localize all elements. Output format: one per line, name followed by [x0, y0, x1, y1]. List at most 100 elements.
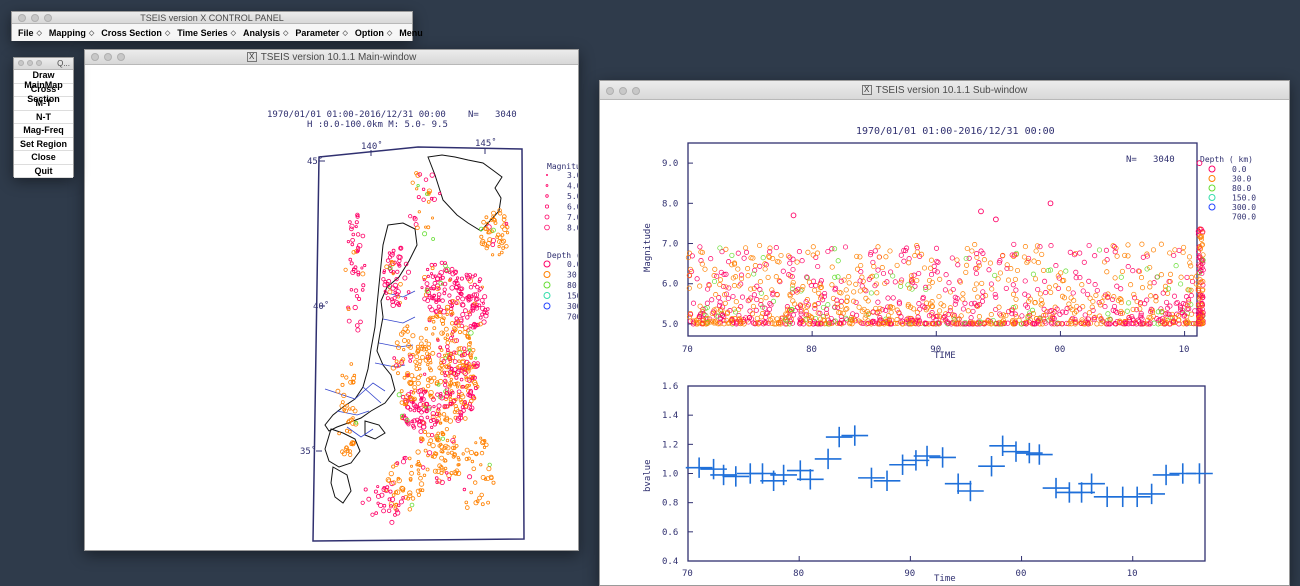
sub-depth-legend-label: 700.0 [1232, 213, 1256, 222]
mt-event-marker [767, 317, 773, 323]
epicenter-marker [404, 394, 410, 400]
epicenter-marker [448, 359, 452, 363]
menu-file[interactable]: File ◇ [16, 28, 47, 38]
epicenter-marker [408, 345, 413, 350]
epicenter-marker [385, 258, 391, 263]
side-panel-titlebar[interactable]: Q... [14, 58, 73, 70]
epicenter-marker [403, 495, 409, 500]
mt-event-marker [726, 285, 732, 291]
control-panel-titlebar[interactable]: TSEIS version X CONTROL PANEL [12, 12, 412, 24]
epicenter-marker [349, 226, 354, 232]
close-dot-icon[interactable] [18, 60, 24, 66]
epicenter-marker [356, 272, 360, 277]
mt-event-marker [863, 312, 869, 318]
minimize-dot-icon[interactable] [31, 14, 39, 22]
zoom-dot-icon[interactable] [117, 53, 125, 61]
set-region-button[interactable]: Set Region [14, 137, 73, 151]
mt-event-marker [914, 277, 920, 284]
mt-event-marker [816, 290, 822, 296]
epicenter-marker [467, 312, 472, 317]
mt-y-tick-label: 9.0 [662, 159, 678, 169]
menu-option[interactable]: Option ◇ [353, 28, 397, 38]
mt-event-marker [1008, 266, 1014, 272]
close-button[interactable]: Close [14, 151, 73, 165]
epicenter-marker [403, 261, 409, 267]
epicenter-marker [421, 197, 426, 202]
close-dot-icon[interactable] [18, 14, 26, 22]
epicenter-marker [343, 408, 349, 414]
epicenter-marker [357, 296, 362, 301]
mt-event-marker [790, 256, 796, 262]
mt-event-marker [711, 320, 717, 326]
mt-event-marker [711, 278, 718, 285]
epicenter-marker [423, 448, 428, 453]
mt-y-tick-label: 8.0 [662, 199, 678, 209]
epicenter-marker [415, 187, 419, 191]
menu-mapping[interactable]: Mapping ◇ [47, 28, 99, 38]
menu-cross-section[interactable]: Cross Section ◇ [99, 28, 175, 38]
mt-event-marker [928, 257, 935, 263]
epicenter-marker [370, 512, 375, 517]
epicenter-marker [448, 309, 454, 315]
minimize-dot-icon[interactable] [104, 53, 112, 61]
menu-analysis[interactable]: Analysis ◇ [241, 28, 293, 38]
epicenter-marker [376, 501, 380, 505]
mt-event-marker [752, 267, 758, 273]
mt-event-marker [1014, 267, 1021, 274]
epicenter-marker [497, 208, 502, 213]
cross-section-button[interactable]: Cross Section [14, 83, 73, 104]
epicenter-marker [454, 279, 459, 284]
menu-menu[interactable]: Menu [397, 28, 425, 38]
x11-icon: X [861, 85, 872, 96]
menu-time-series[interactable]: Time Series ◇ [175, 28, 241, 38]
epicenter-marker [473, 322, 479, 328]
mt-event-marker [877, 321, 883, 327]
mt-event-marker [770, 256, 776, 262]
chevron-updown-icon: ◇ [386, 29, 393, 37]
zoom-dot-icon[interactable] [632, 87, 640, 95]
epicenter-marker [454, 301, 458, 305]
zoom-dot-icon[interactable] [44, 14, 52, 22]
epicenter-marker [448, 351, 453, 356]
mt-event-marker [929, 321, 935, 327]
mt-event-marker [898, 279, 904, 285]
epicenter-marker [470, 305, 476, 311]
epicenter-marker [346, 318, 352, 324]
minimize-dot-icon[interactable] [619, 87, 627, 95]
mt-event-marker [717, 245, 723, 251]
draw-mainmap-button[interactable]: Draw MainMap [14, 70, 73, 90]
zoom-dot-icon[interactable] [36, 60, 42, 66]
mt-event-marker [726, 259, 732, 265]
epicenter-marker [411, 376, 417, 383]
mt-event-marker [857, 319, 864, 325]
mt-event-marker [949, 255, 955, 261]
mt-event-marker [719, 313, 725, 319]
epicenter-marker [442, 382, 448, 388]
epicenter-marker [452, 435, 456, 439]
epicenter-marker [461, 408, 466, 413]
epicenter-marker [456, 415, 462, 421]
main-window-titlebar[interactable]: X TSEIS version 10.1.1 Main-window [85, 50, 578, 65]
epicenter-marker [390, 261, 396, 267]
mt-event-marker [870, 309, 876, 315]
mag-freq-button[interactable]: Mag-Freq [14, 124, 73, 138]
close-dot-icon[interactable] [91, 53, 99, 61]
epicenter-marker [445, 333, 450, 337]
sub-window-titlebar[interactable]: X TSEIS version 10.1.1 Sub-window [600, 81, 1289, 100]
n-t-button[interactable]: N-T [14, 110, 73, 124]
epicenter-marker [379, 492, 385, 498]
quit-button[interactable]: Quit [14, 164, 73, 178]
mt-event-marker [1120, 321, 1126, 327]
m-t-button[interactable]: M-T [14, 97, 73, 111]
epicenter-marker [445, 312, 449, 316]
mt-event-marker [1137, 306, 1143, 312]
mt-event-marker [1200, 257, 1206, 263]
menu-parameter[interactable]: Parameter ◇ [293, 28, 352, 38]
depth-legend-label: 700.0 [567, 313, 578, 322]
epicenter-marker [409, 464, 413, 468]
mt-event-marker [901, 258, 907, 264]
minimize-dot-icon[interactable] [27, 60, 33, 66]
close-dot-icon[interactable] [606, 87, 614, 95]
epicenter-marker [449, 377, 453, 381]
mt-event-marker [823, 310, 830, 316]
